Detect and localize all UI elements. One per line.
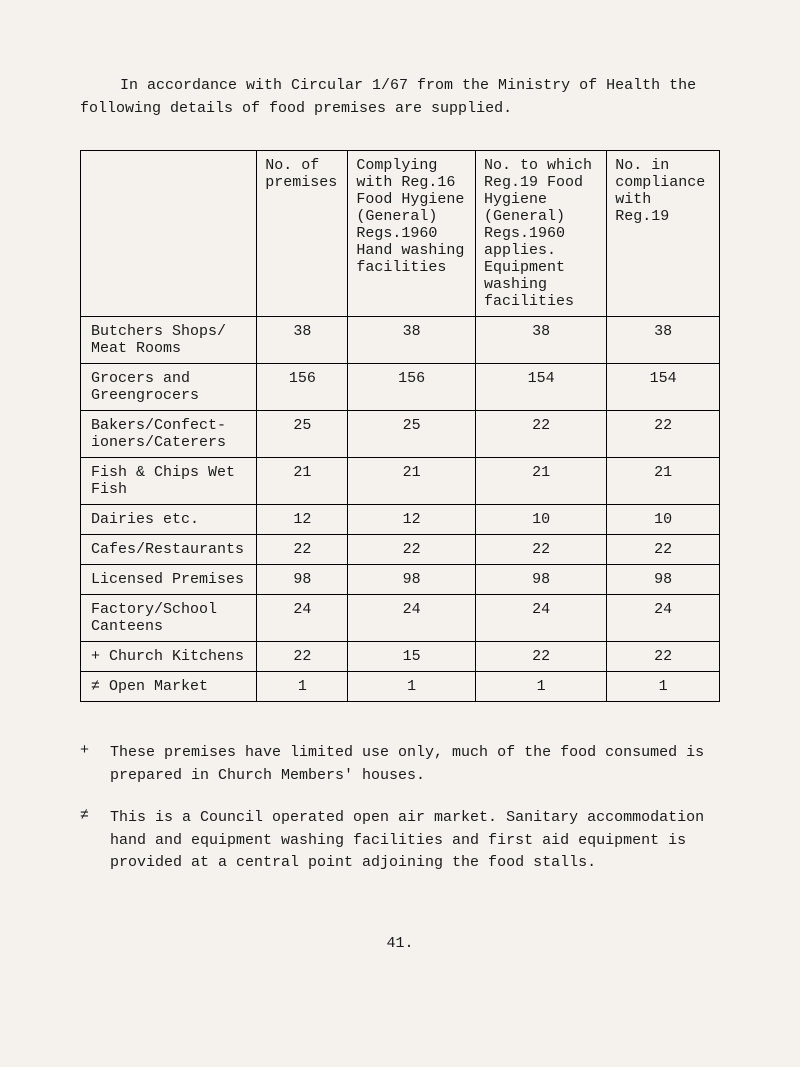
cell-reg19-compliance: 22 bbox=[607, 535, 720, 565]
footnote-marker: ≠ bbox=[80, 807, 110, 875]
table-row: Bakers/Confect- ioners/Caterers25252222 bbox=[81, 411, 720, 458]
cell-no-premises: 25 bbox=[257, 411, 348, 458]
table-row: + Church Kitchens22152222 bbox=[81, 642, 720, 672]
cell-reg16: 98 bbox=[348, 565, 476, 595]
food-premises-table: No. of premises Complying with Reg.16 Fo… bbox=[80, 150, 720, 702]
cell-reg19-compliance: 22 bbox=[607, 642, 720, 672]
cell-no-premises: 22 bbox=[257, 642, 348, 672]
cell-reg16: 38 bbox=[348, 317, 476, 364]
cell-category: Bakers/Confect- ioners/Caterers bbox=[81, 411, 257, 458]
cell-reg19-applies: 22 bbox=[475, 535, 606, 565]
table-row: Grocers and Greengrocers156156154154 bbox=[81, 364, 720, 411]
header-complying-reg16: Complying with Reg.16 Food Hygiene (Gene… bbox=[348, 151, 476, 317]
table-row: Butchers Shops/ Meat Rooms38383838 bbox=[81, 317, 720, 364]
cell-category: Grocers and Greengrocers bbox=[81, 364, 257, 411]
cell-reg19-compliance: 22 bbox=[607, 411, 720, 458]
cell-reg19-compliance: 1 bbox=[607, 672, 720, 702]
footnote-item: +These premises have limited use only, m… bbox=[80, 742, 720, 787]
cell-reg19-applies: 154 bbox=[475, 364, 606, 411]
table-row: Licensed Premises98989898 bbox=[81, 565, 720, 595]
cell-reg19-applies: 24 bbox=[475, 595, 606, 642]
table-row: Fish & Chips Wet Fish21212121 bbox=[81, 458, 720, 505]
page-number: 41. bbox=[80, 935, 720, 952]
cell-reg16: 1 bbox=[348, 672, 476, 702]
cell-reg19-applies: 22 bbox=[475, 411, 606, 458]
cell-reg16: 25 bbox=[348, 411, 476, 458]
cell-no-premises: 38 bbox=[257, 317, 348, 364]
cell-reg19-applies: 98 bbox=[475, 565, 606, 595]
cell-category: Dairies etc. bbox=[81, 505, 257, 535]
cell-reg16: 156 bbox=[348, 364, 476, 411]
cell-reg16: 22 bbox=[348, 535, 476, 565]
cell-reg16: 12 bbox=[348, 505, 476, 535]
table-row: Factory/School Canteens24242424 bbox=[81, 595, 720, 642]
cell-no-premises: 21 bbox=[257, 458, 348, 505]
footnotes: +These premises have limited use only, m… bbox=[80, 742, 720, 875]
header-category bbox=[81, 151, 257, 317]
cell-no-premises: 22 bbox=[257, 535, 348, 565]
cell-reg19-applies: 22 bbox=[475, 642, 606, 672]
cell-reg19-compliance: 21 bbox=[607, 458, 720, 505]
cell-category: Licensed Premises bbox=[81, 565, 257, 595]
cell-category: Butchers Shops/ Meat Rooms bbox=[81, 317, 257, 364]
cell-category: Fish & Chips Wet Fish bbox=[81, 458, 257, 505]
table-header-row: No. of premises Complying with Reg.16 Fo… bbox=[81, 151, 720, 317]
cell-reg19-compliance: 98 bbox=[607, 565, 720, 595]
header-no-premises: No. of premises bbox=[257, 151, 348, 317]
cell-category: ≠ Open Market bbox=[81, 672, 257, 702]
cell-category: + Church Kitchens bbox=[81, 642, 257, 672]
footnote-marker: + bbox=[80, 742, 110, 787]
table-row: Cafes/Restaurants22222222 bbox=[81, 535, 720, 565]
footnote-text: These premises have limited use only, mu… bbox=[110, 742, 720, 787]
cell-no-premises: 98 bbox=[257, 565, 348, 595]
cell-category: Cafes/Restaurants bbox=[81, 535, 257, 565]
table-row: ≠ Open Market1111 bbox=[81, 672, 720, 702]
cell-category: Factory/School Canteens bbox=[81, 595, 257, 642]
cell-reg16: 15 bbox=[348, 642, 476, 672]
footnote-text: This is a Council operated open air mark… bbox=[110, 807, 720, 875]
cell-no-premises: 12 bbox=[257, 505, 348, 535]
cell-no-premises: 1 bbox=[257, 672, 348, 702]
cell-reg19-compliance: 38 bbox=[607, 317, 720, 364]
cell-reg19-applies: 38 bbox=[475, 317, 606, 364]
cell-reg19-compliance: 24 bbox=[607, 595, 720, 642]
footnote-item: ≠This is a Council operated open air mar… bbox=[80, 807, 720, 875]
cell-reg19-applies: 10 bbox=[475, 505, 606, 535]
cell-reg19-applies: 1 bbox=[475, 672, 606, 702]
cell-no-premises: 24 bbox=[257, 595, 348, 642]
cell-no-premises: 156 bbox=[257, 364, 348, 411]
cell-reg19-applies: 21 bbox=[475, 458, 606, 505]
cell-reg16: 24 bbox=[348, 595, 476, 642]
intro-paragraph: In accordance with Circular 1/67 from th… bbox=[80, 75, 720, 120]
cell-reg19-compliance: 10 bbox=[607, 505, 720, 535]
cell-reg16: 21 bbox=[348, 458, 476, 505]
cell-reg19-compliance: 154 bbox=[607, 364, 720, 411]
header-compliance-reg19: No. in compliance with Reg.19 bbox=[607, 151, 720, 317]
table-row: Dairies etc.12121010 bbox=[81, 505, 720, 535]
header-reg19-applies: No. to which Reg.19 Food Hygiene (Genera… bbox=[475, 151, 606, 317]
